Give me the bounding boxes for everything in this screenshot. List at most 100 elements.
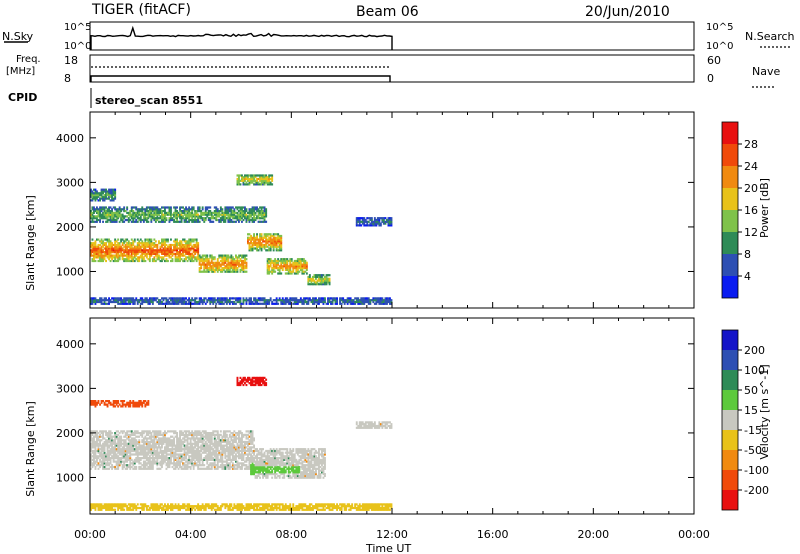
heatmap-cell	[186, 444, 189, 447]
heatmap-cell	[244, 213, 246, 216]
heatmap-cell	[185, 430, 187, 433]
heatmap-cell	[247, 240, 249, 243]
heatmap-cell	[336, 297, 338, 300]
heatmap-cell	[245, 265, 248, 268]
heatmap-cell	[182, 440, 184, 444]
heatmap-cell	[150, 505, 153, 508]
heatmap-cell	[191, 215, 194, 218]
heatmap-cell	[209, 444, 212, 447]
heatmap-cell	[293, 300, 296, 304]
heatmap-cell	[142, 258, 145, 261]
heatmap-cell	[150, 464, 153, 467]
heatmap-cell	[253, 299, 255, 302]
heatmap-cell	[91, 451, 94, 454]
heatmap-cell	[188, 465, 191, 469]
heatmap-cell	[259, 234, 261, 238]
heatmap-cell	[233, 213, 236, 216]
heatmap-cell	[93, 401, 95, 404]
heatmap-cell	[185, 220, 187, 223]
heatmap-cell	[238, 220, 240, 223]
heatmap-cell	[235, 211, 237, 214]
heatmap-cell	[281, 267, 284, 270]
heatmap-cell	[189, 462, 192, 465]
heatmap-cell	[124, 432, 127, 435]
heatmap-cell	[189, 213, 192, 216]
heatmap-cell	[378, 217, 381, 220]
heatmap-cell	[272, 233, 275, 236]
heatmap-cell	[378, 300, 381, 304]
heatmap-cell	[230, 267, 233, 270]
heatmap-cell	[207, 268, 210, 271]
heatmap-cell	[99, 213, 101, 216]
heatmap-cell	[215, 433, 218, 436]
heatmap-cell	[265, 181, 268, 184]
heatmap-cell	[197, 218, 200, 222]
heatmap-cell	[203, 435, 206, 438]
heatmap-cell	[268, 302, 271, 305]
heatmap-cell	[315, 297, 317, 300]
heatmap-cell	[287, 270, 290, 273]
heatmap-cell	[135, 457, 138, 460]
heatmap-cell	[161, 242, 163, 245]
heatmap-cell	[151, 449, 154, 453]
heatmap-cell	[266, 272, 269, 275]
heatmap-cell	[127, 243, 130, 247]
heatmap-cell	[284, 268, 287, 271]
heatmap-cell	[277, 242, 280, 245]
heatmap-cell	[130, 430, 133, 433]
heatmap-cell	[244, 210, 246, 213]
heatmap-cell	[284, 272, 287, 275]
heatmap-cell	[147, 433, 150, 436]
heatmap-cell	[177, 453, 180, 456]
heatmap-cell	[130, 446, 133, 449]
heatmap-cell	[130, 258, 133, 261]
heatmap-cell	[105, 242, 107, 245]
heatmap-cell	[207, 213, 210, 216]
heatmap-cell	[290, 270, 293, 273]
heatmap-cell	[94, 451, 97, 454]
heatmap-cell	[296, 300, 299, 304]
heatmap-cell	[198, 451, 201, 454]
heatmap-cell	[106, 238, 109, 241]
heatmap-cell	[135, 403, 138, 406]
heatmap-cell	[188, 506, 191, 510]
heatmap-cell	[251, 174, 254, 177]
heatmap-cell	[230, 208, 233, 211]
heatmap-cell	[289, 263, 292, 266]
heatmap-cell	[150, 503, 153, 506]
heatmap-cell	[384, 217, 387, 220]
heatmap-cell	[256, 300, 258, 304]
heatmap-cell	[158, 211, 160, 214]
heatmap-cell	[189, 505, 192, 508]
heatmap-cell	[206, 256, 209, 259]
heatmap-cell	[239, 179, 242, 182]
heatmap-cell	[197, 503, 200, 506]
heatmap-cell	[201, 270, 204, 273]
heatmap-cell	[177, 258, 180, 261]
heatmap-cell	[151, 302, 154, 305]
heatmap-cell	[188, 458, 191, 461]
heatmap-cell	[148, 446, 151, 449]
heatmap-cell	[136, 449, 139, 453]
heatmap-cell	[118, 505, 121, 508]
heatmap-cell	[292, 268, 295, 271]
heatmap-cell	[102, 457, 104, 460]
heatmap-cell	[260, 220, 263, 223]
heatmap-cell	[233, 215, 236, 218]
heatmap-cell	[118, 503, 121, 506]
heatmap-cell	[210, 437, 213, 440]
heatmap-cell	[219, 297, 222, 300]
heatmap-cell	[139, 251, 142, 254]
heatmap-cell	[213, 261, 216, 264]
heatmap-cell	[147, 460, 150, 463]
heatmap-cell	[138, 506, 141, 510]
heatmap-cell	[150, 210, 153, 213]
heatmap-cell	[167, 213, 169, 216]
heatmap-cell	[96, 195, 98, 198]
heatmap-cell	[115, 455, 118, 458]
heatmap-cell	[201, 462, 204, 465]
heatmap-cell	[121, 238, 124, 241]
heatmap-cell	[138, 210, 141, 213]
heatmap-cell	[123, 258, 126, 261]
heatmap-cell	[93, 208, 95, 211]
